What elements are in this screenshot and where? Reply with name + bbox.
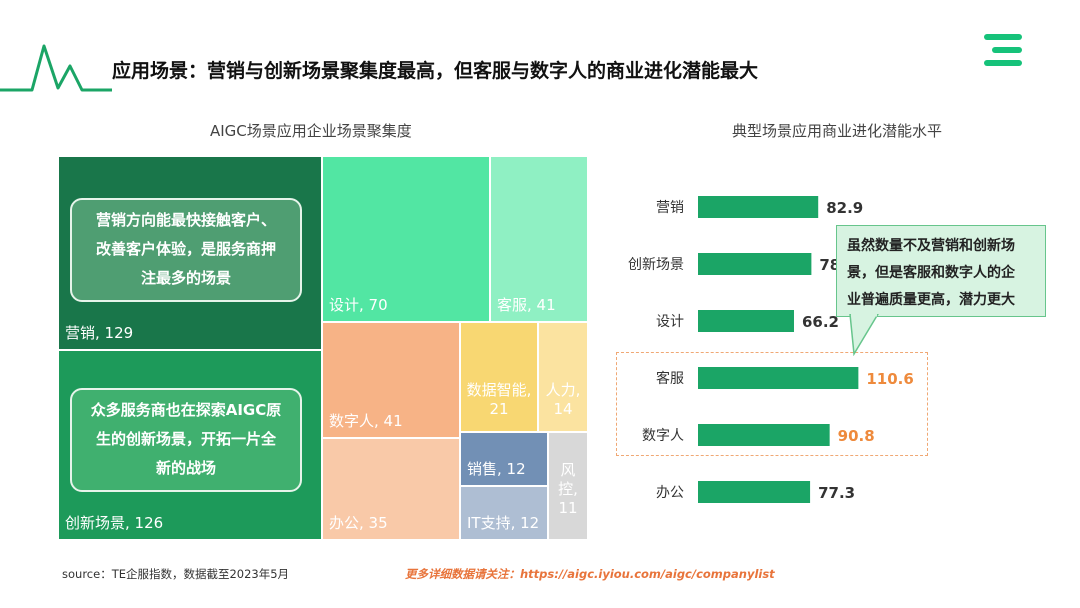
treemap-tile-6: 数据智能, 21: [460, 322, 538, 432]
bar-0: [698, 196, 819, 218]
bar-category-label: 设计: [656, 314, 684, 330]
treemap-tile-8: 销售, 12: [460, 432, 548, 486]
treemap-label: 风控, 11: [558, 461, 578, 517]
bar-value-label: 77.3: [818, 484, 855, 502]
treemap-label: 创新场景, 126: [65, 514, 164, 532]
treemap-label: 数据智能, 21: [466, 381, 532, 418]
treemap-label: 销售, 12: [467, 460, 526, 478]
treemap-tile-4: 数字人, 41: [322, 322, 460, 438]
treemap-tile-3: 客服, 41: [490, 156, 588, 322]
treemap-label: 客服, 41: [497, 296, 556, 314]
bar-category-label: 数字人: [642, 428, 684, 444]
callout-box: 虽然数量不及营销和创新场 景，但是客服和数字人的企 业普遍质量更高，潜力更大: [836, 225, 1046, 317]
highlight-box: [616, 352, 928, 456]
bar-3: [698, 367, 859, 389]
page-title: 应用场景：营销与创新场景聚集度最高，但客服与数字人的商业进化潜能最大: [112, 60, 759, 82]
bar-1: [698, 253, 812, 275]
treemap-tile-2: 设计, 70: [322, 156, 490, 322]
pulse-line-icon: [0, 44, 112, 92]
treemap-note-1: 众多服务商也在探索AIGC原 生的创新场景，开拓一片全 新的战场: [70, 388, 302, 492]
treemap-label: 设计, 70: [329, 296, 388, 314]
bar-4: [698, 424, 830, 446]
treemap-label: 办公, 35: [329, 514, 388, 532]
brand-logo-icon: [984, 34, 1022, 66]
callout-pointer: [849, 314, 879, 356]
bar-value-label: 66.2: [802, 313, 839, 331]
treemap-tile-10: 风控, 11: [548, 432, 588, 540]
more-data-link[interactable]: 更多详细数据请关注：https://aigc.iyiou.com/aigc/co…: [405, 567, 775, 581]
bar-category-label: 客服: [656, 370, 684, 387]
bar-value-label: 82.9: [826, 199, 863, 217]
treemap-tile-5: 办公, 35: [322, 438, 460, 540]
treemap-title: AIGC场景应用企业场景聚集度: [210, 122, 412, 140]
bar-5: [698, 481, 811, 503]
treemap-label: 人力, 14: [545, 381, 581, 418]
bar-category-label: 营销: [656, 200, 684, 216]
callout-line: 景，但是客服和数字人的企: [847, 265, 1015, 281]
bar-category-label: 创新场景: [628, 257, 684, 273]
callout-line: 业普遍质量更高，潜力更大: [847, 292, 1015, 308]
treemap-label: IT支持, 12: [467, 514, 540, 532]
bar-2: [698, 310, 794, 332]
treemap: 营销, 129 创新场景, 126 设计, 70 客服, 41 数字人, 41 办公, 3…: [58, 156, 588, 540]
bar-chart-title: 典型场景应用商业进化潜能水平: [732, 122, 943, 140]
source-note: source：TE企服指数，数据截至2023年5月: [62, 567, 290, 581]
treemap-label: 数字人, 41: [329, 412, 403, 430]
bar-category-label: 办公: [656, 485, 684, 501]
treemap-tile-7: 人力, 14: [538, 322, 588, 432]
callout-line: 虽然数量不及营销和创新场: [847, 238, 1015, 254]
bar-value-label: 90.8: [838, 427, 875, 445]
bar-value-label: 110.6: [866, 370, 913, 388]
treemap-note-0: 营销方向能最快接触客户、 改善客户体验，是服务商押 注最多的场景: [70, 198, 302, 302]
treemap-tile-9: IT支持, 12: [460, 486, 548, 540]
treemap-label: 营销, 129: [65, 324, 134, 342]
